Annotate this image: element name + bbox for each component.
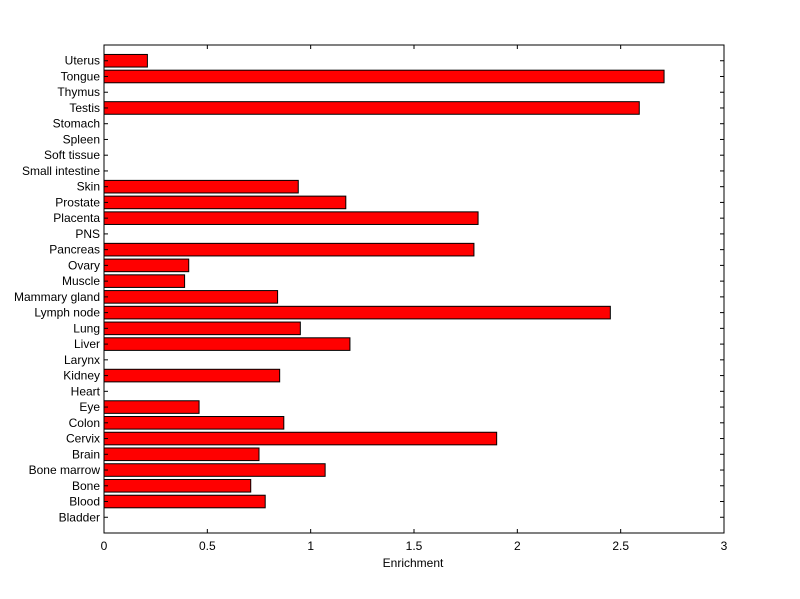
y-tick-label: Lymph node xyxy=(34,306,100,320)
bar-tongue xyxy=(103,69,665,84)
plot-frame xyxy=(103,44,725,534)
y-tick-label: PNS xyxy=(75,227,100,241)
y-tick-label: Mammary gland xyxy=(14,290,100,304)
y-tick-label: Lung xyxy=(73,321,100,335)
bar-uterus xyxy=(103,53,148,68)
y-tick-label: Spleen xyxy=(63,132,100,146)
bar-blood xyxy=(103,494,266,509)
bar-brain xyxy=(103,447,260,462)
bar-cervix xyxy=(103,431,498,446)
bar-mammary-gland xyxy=(103,290,279,304)
y-tick-label: Brain xyxy=(72,447,100,461)
bar-prostate xyxy=(103,195,347,210)
y-tick-label: Colon xyxy=(69,416,100,430)
y-tick-label: Prostate xyxy=(55,195,100,209)
bar-bone xyxy=(103,478,252,493)
x-tick-label: 0 xyxy=(101,539,108,553)
y-tick-label: Stomach xyxy=(53,117,100,131)
bar-ovary xyxy=(103,258,190,273)
bar-muscle xyxy=(103,274,186,288)
y-tick-label: Bone marrow xyxy=(29,463,101,477)
y-tick-label: Skin xyxy=(77,180,100,194)
x-tick-label: 2 xyxy=(514,539,521,553)
y-tick-label: Testis xyxy=(69,101,100,115)
y-tick-label: Bone xyxy=(72,479,100,493)
y-tick-label: Pancreas xyxy=(49,243,100,257)
bar-colon xyxy=(103,416,285,430)
x-tick-label: 1 xyxy=(307,539,314,553)
y-tick-label: Thymus xyxy=(57,85,100,99)
y-tick-label: Tongue xyxy=(61,69,101,83)
y-tick-label: Heart xyxy=(71,384,101,398)
x-tick-label: 0.5 xyxy=(199,539,216,553)
y-tick-label: Soft tissue xyxy=(44,148,100,162)
y-tick-label: Small intestine xyxy=(22,164,100,178)
y-tick-label: Placenta xyxy=(53,211,100,225)
bar-eye xyxy=(103,400,200,414)
x-tick-label: 3 xyxy=(721,539,728,553)
y-tick-label: Liver xyxy=(74,337,100,351)
bar-placenta xyxy=(103,211,479,225)
y-tick-label: Cervix xyxy=(66,432,100,446)
x-tick-label: 1.5 xyxy=(406,539,423,553)
y-tick-label: Blood xyxy=(69,495,100,509)
x-tick-label: 2.5 xyxy=(612,539,629,553)
bar-bone-marrow xyxy=(103,463,326,477)
bar-lung xyxy=(103,321,301,336)
y-tick-label: Muscle xyxy=(62,274,100,288)
bar-testis xyxy=(103,101,640,115)
x-axis-label: Enrichment xyxy=(383,556,444,570)
bar-liver xyxy=(103,337,351,351)
bar-lymph-node xyxy=(103,305,611,320)
y-tick-label: Uterus xyxy=(65,54,100,68)
bar-pancreas xyxy=(103,242,475,257)
y-tick-label: Ovary xyxy=(68,258,100,272)
y-tick-label: Larynx xyxy=(64,353,100,367)
bar-skin xyxy=(103,179,299,194)
y-tick-label: Bladder xyxy=(59,510,100,524)
y-tick-label: Eye xyxy=(79,400,100,414)
y-tick-label: Kidney xyxy=(63,369,100,383)
bar-kidney xyxy=(103,368,281,383)
